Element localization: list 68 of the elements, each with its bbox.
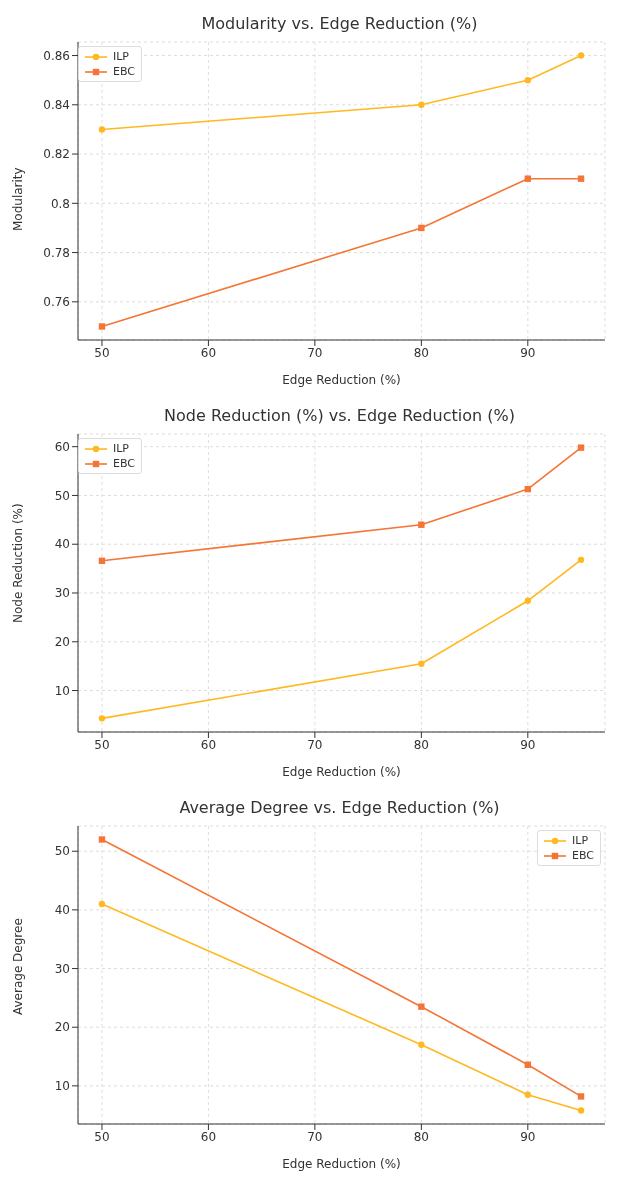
point: [98, 900, 106, 908]
y-tick-label: 40: [54, 903, 70, 918]
x-tick-label: 90: [520, 737, 536, 752]
y-tick-label: 0.76: [43, 295, 70, 310]
point: [418, 660, 425, 667]
point: [98, 836, 106, 843]
legend-label: ILP: [113, 49, 130, 64]
point: [577, 1107, 585, 1114]
x-tick-label: 80: [413, 1129, 429, 1144]
y-axis-title: Modularity: [11, 167, 26, 231]
y-tick-label: 0.82: [43, 147, 70, 162]
point: [418, 521, 425, 528]
y-tick-label: 0.86: [43, 48, 70, 63]
point: [418, 224, 425, 232]
point: [577, 1093, 585, 1100]
x-tick-label: 80: [413, 737, 429, 752]
chart-title: Node Reduction (%) vs. Edge Reduction (%): [163, 406, 516, 425]
y-tick-label: 40: [54, 537, 70, 552]
y-tick-label: 10: [54, 683, 70, 698]
x-tick-label: 60: [200, 1129, 217, 1144]
x-tick-label: 60: [200, 345, 217, 360]
x-tick-label: 60: [200, 737, 217, 752]
y-axis-title: Node Reduction (%): [11, 503, 26, 623]
x-tick-label: 90: [520, 345, 536, 360]
x-tick-label: 50: [94, 1129, 110, 1144]
y-tick-label: 20: [54, 1020, 70, 1035]
x-tick-label: 70: [307, 1129, 323, 1144]
x-tick-label: 50: [94, 345, 110, 360]
y-tick-label: 0.78: [43, 245, 70, 260]
legend-label: EBC: [113, 456, 135, 471]
legend-label: ILP: [572, 833, 589, 848]
y-tick-label: 50: [54, 844, 70, 859]
point: [418, 1003, 425, 1010]
y-tick-label: 10: [54, 1079, 70, 1094]
chart-title: Average Degree vs. Edge Reduction (%): [178, 798, 501, 817]
legend-label: EBC: [572, 848, 594, 863]
y-tick-label: 30: [54, 586, 70, 601]
x-axis-title: Edge Reduction (%): [282, 765, 401, 779]
point: [577, 175, 585, 182]
point: [98, 323, 106, 330]
x-tick-label: 70: [307, 345, 323, 360]
point: [577, 444, 585, 451]
x-tick-label: 90: [520, 1129, 536, 1144]
point: [524, 597, 532, 604]
x-axis-title: Edge Reduction (%): [282, 1157, 401, 1171]
point: [98, 715, 106, 722]
y-tick-label: 0.8: [50, 196, 70, 211]
point: [524, 1091, 532, 1098]
y-tick-label: 60: [54, 439, 70, 454]
point: [98, 126, 106, 133]
legend-label: ILP: [113, 441, 130, 456]
x-axis-title: Edge Reduction (%): [282, 373, 401, 387]
point: [524, 175, 532, 182]
point: [577, 52, 585, 59]
y-tick-label: 0.84: [43, 98, 70, 113]
point: [418, 1041, 425, 1049]
y-tick-label: 30: [54, 961, 70, 976]
x-tick-label: 50: [94, 737, 110, 752]
x-tick-label: 70: [307, 737, 323, 752]
y-tick-label: 20: [54, 635, 70, 650]
point: [577, 556, 585, 564]
x-tick-label: 80: [413, 345, 429, 360]
point: [524, 76, 532, 84]
legend-label: EBC: [113, 64, 135, 79]
point: [418, 101, 425, 108]
y-axis-title: Average Degree: [11, 918, 26, 1015]
y-tick-label: 50: [54, 488, 70, 503]
chart-title: Modularity vs. Edge Reduction (%): [200, 14, 479, 33]
